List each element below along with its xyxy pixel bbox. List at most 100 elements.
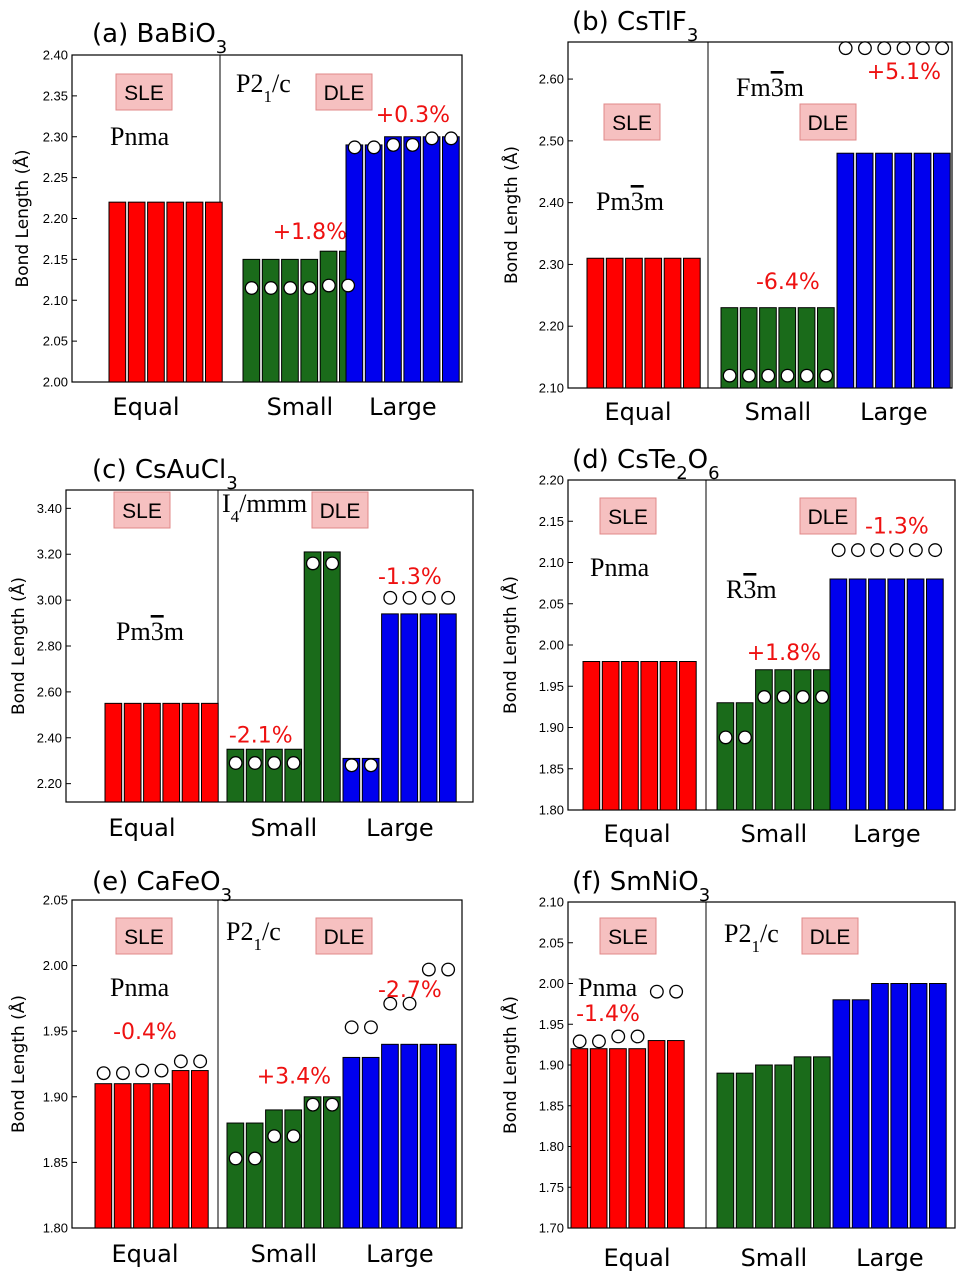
bar	[890, 983, 909, 1229]
sle-space-group: Pm3m	[116, 617, 184, 646]
atom-marker	[630, 1029, 645, 1044]
atom-marker	[421, 590, 436, 605]
bar	[439, 613, 457, 803]
atom-marker-on-bar	[344, 758, 359, 773]
dle-label: DLE	[808, 506, 849, 529]
atom-marker	[935, 41, 950, 56]
bar	[609, 1048, 627, 1229]
x-category-label: Small	[251, 1240, 318, 1268]
sle-box	[599, 497, 657, 535]
y-tick-label: 2.40	[43, 48, 68, 63]
x-category-label: Large	[853, 820, 921, 848]
panel-a: (a) BaBiO3 2.00 2.05 2.10 2.15 2.20 2.25 2.30 2.…	[11, 19, 463, 421]
atom-marker-on-bar	[444, 131, 459, 146]
dle-space-group: P21/c	[226, 917, 281, 954]
bar	[793, 669, 812, 811]
x-category-label: Large	[366, 814, 434, 842]
bar	[113, 1083, 132, 1229]
sle-space-group: Pnma	[110, 973, 170, 1002]
bar	[875, 152, 893, 389]
bar	[300, 258, 319, 383]
dle-box	[315, 73, 373, 111]
atom-marker	[649, 984, 664, 999]
y-tick-label: 2.00	[539, 976, 564, 991]
change-annotation: +1.8%	[273, 220, 347, 245]
bar	[442, 136, 460, 383]
y-tick-label: 2.00	[43, 375, 68, 390]
atom-marker	[877, 41, 892, 56]
bar	[778, 307, 797, 389]
y-tick-label: 2.10	[539, 381, 564, 396]
bar	[817, 307, 835, 389]
bar	[640, 661, 659, 811]
dle-box	[799, 497, 857, 535]
bar	[303, 551, 322, 803]
sle-box	[113, 491, 171, 529]
atom-marker-on-bar	[228, 756, 243, 770]
atom-marker	[344, 1020, 359, 1035]
sle-label: SLE	[608, 926, 648, 949]
bar	[589, 1048, 608, 1229]
bar	[261, 258, 280, 383]
atom-marker	[889, 543, 904, 558]
y-tick-label: 3.00	[37, 593, 62, 608]
bar	[265, 1109, 283, 1229]
atom-marker-on-bar	[819, 368, 834, 383]
bar	[345, 144, 364, 383]
dle-box	[315, 917, 373, 955]
bar	[323, 1096, 341, 1229]
y-tick-label: 2.15	[43, 252, 68, 267]
y-axis-label: Bond Length (Å)	[499, 996, 521, 1134]
x-category-label: Small	[741, 820, 808, 848]
change-annotation: -0.4%	[113, 1020, 177, 1045]
panel-f: (f) SmNiO3 1.70 1.75 1.80 1.85 1.90 1.95 2.00 2.…	[499, 867, 956, 1272]
y-tick-label: 2.05	[43, 893, 68, 908]
y-tick-label: 1.95	[43, 1024, 68, 1039]
y-tick-label: 2.00	[539, 638, 564, 653]
atom-marker-on-bar	[424, 131, 439, 146]
bar	[245, 1122, 264, 1229]
y-axis-label: Bond Length (Å)	[500, 146, 522, 284]
change-annotation: +1.8%	[747, 641, 821, 666]
bar	[625, 257, 643, 389]
atom-marker	[928, 543, 943, 558]
y-tick-label: 1.80	[539, 1139, 564, 1154]
atom-marker	[383, 590, 398, 605]
bar	[848, 578, 867, 811]
atom-marker	[154, 1063, 169, 1078]
sle-box	[115, 73, 173, 111]
bar	[226, 1122, 245, 1229]
x-category-label: Small	[251, 814, 318, 842]
bar	[570, 1048, 589, 1229]
change-annotation: -1.3%	[865, 515, 929, 540]
y-tick-label: 2.10	[539, 895, 564, 910]
bar	[909, 983, 928, 1229]
bar	[716, 1072, 735, 1229]
bar	[361, 1056, 380, 1229]
x-category-label: Large	[860, 398, 928, 426]
panel-title: (e) CaFeO3	[92, 867, 232, 906]
y-axis-label: Bond Length (Å)	[499, 576, 521, 714]
bar	[829, 578, 848, 811]
bar	[855, 152, 874, 389]
y-tick-label: 1.90	[539, 720, 564, 735]
atom-marker-on-bar	[761, 368, 776, 383]
y-tick-label: 3.40	[37, 501, 62, 516]
bar	[663, 257, 682, 389]
y-tick-label: 2.20	[539, 473, 564, 488]
y-tick-label: 2.30	[539, 257, 564, 272]
y-tick-label: 1.95	[539, 1017, 564, 1032]
change-annotation: -2.1%	[229, 723, 293, 748]
y-tick-label: 2.20	[539, 319, 564, 334]
x-category-label: Equal	[109, 814, 176, 842]
atom-marker	[572, 1034, 587, 1049]
y-tick-label: 2.05	[539, 596, 564, 611]
bar	[133, 1083, 151, 1229]
bar	[400, 613, 419, 803]
atom-marker-on-bar	[815, 690, 830, 704]
sle-box	[603, 103, 661, 141]
bar	[906, 578, 925, 811]
y-tick-label: 2.00	[43, 958, 68, 973]
bar	[774, 669, 793, 811]
